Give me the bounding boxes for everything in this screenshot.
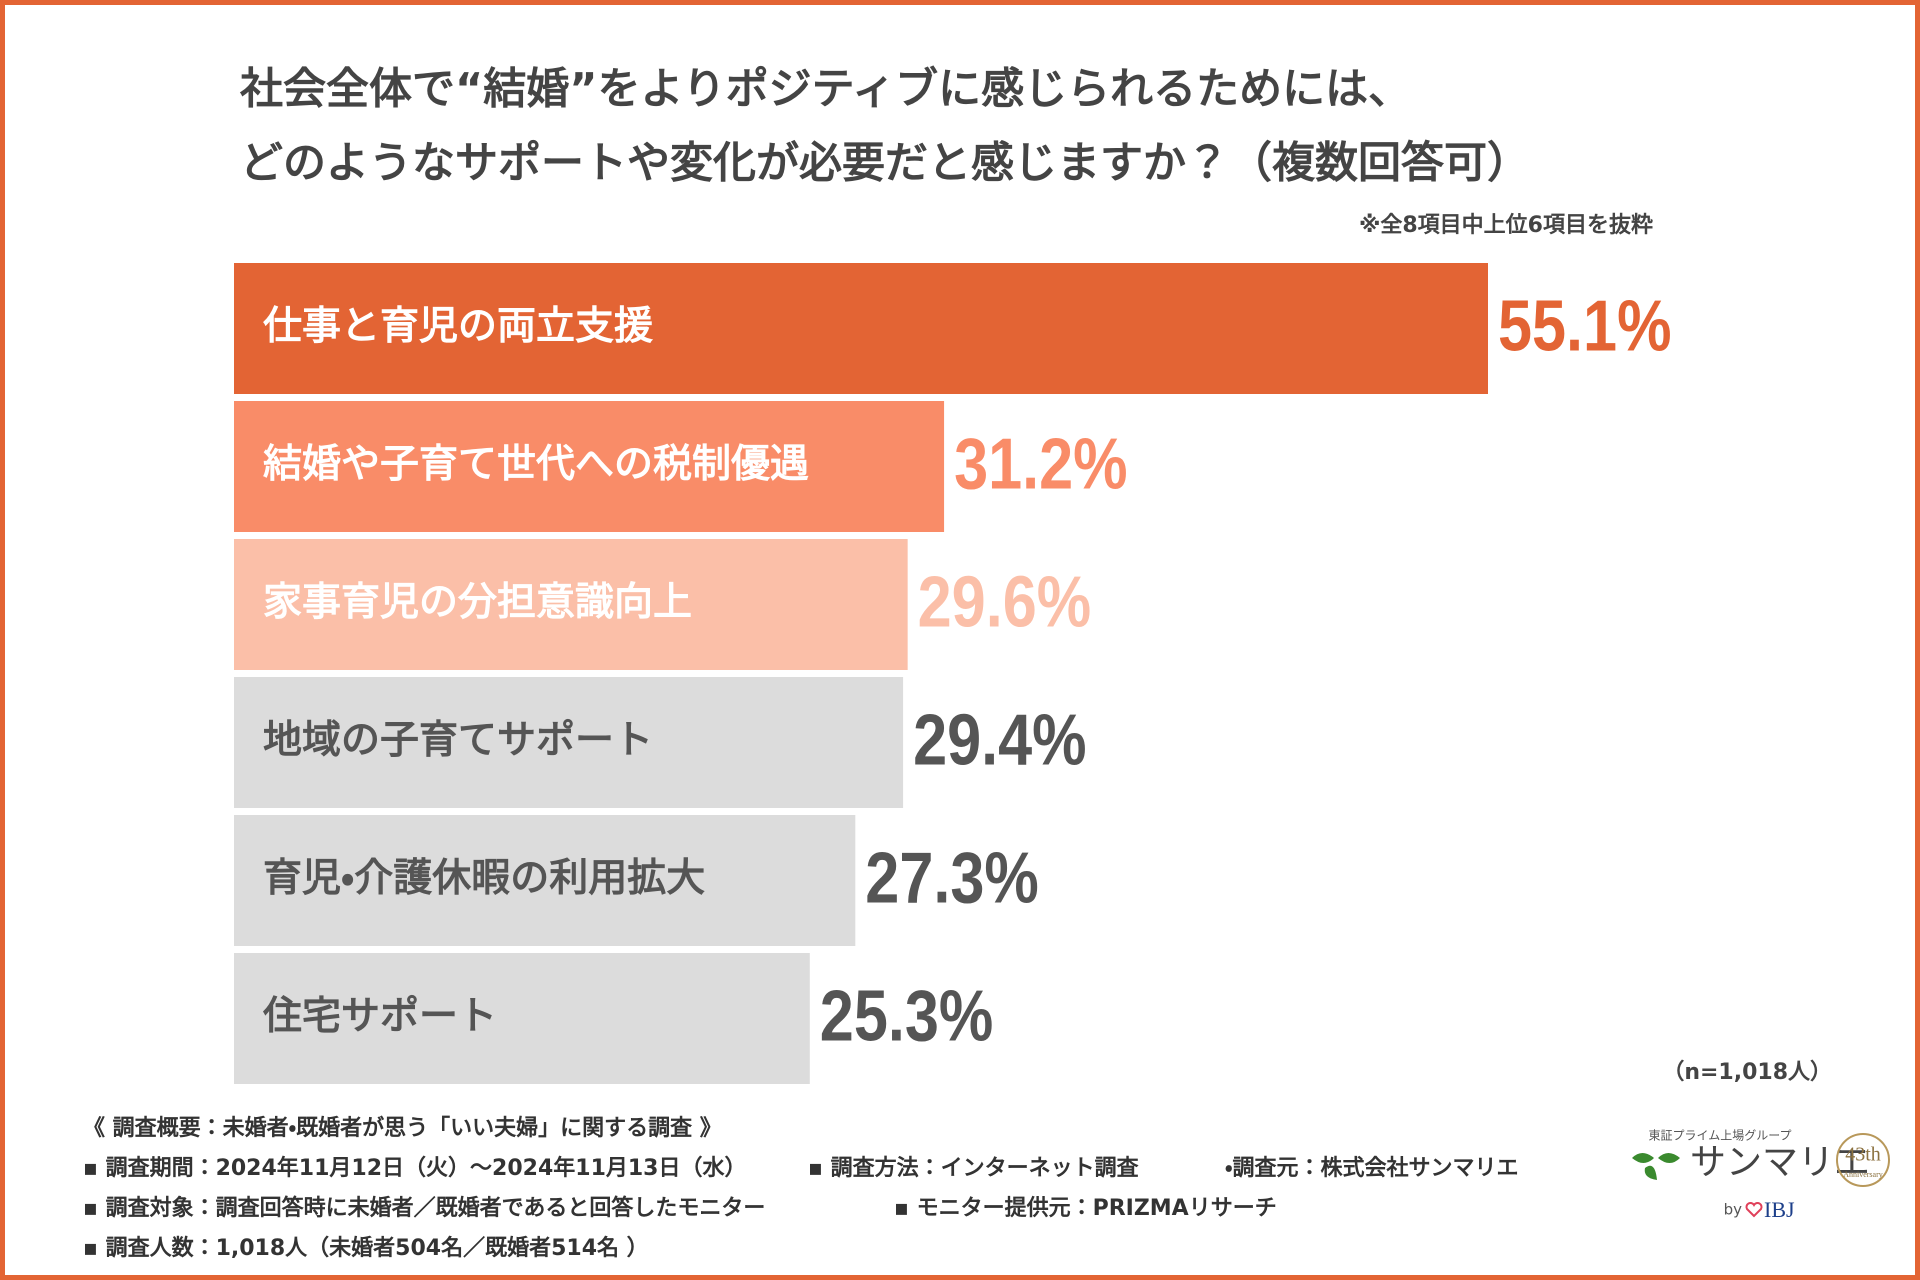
category-label: 住宅サポート — [262, 994, 497, 1039]
value-label: 25.3% — [820, 977, 993, 1057]
footer-text: ▪ 調査方法：インターネット調査 — [808, 1156, 1139, 1181]
chart-title: どのようなサポートや変化が必要だと感じますか？（複数回答可） — [240, 139, 1530, 189]
bar — [234, 815, 856, 946]
logo-partner: IBJ — [1764, 1197, 1795, 1222]
bar — [234, 539, 908, 670]
category-label: 育児・介護休暇の利用拡大 — [263, 856, 705, 901]
value-label: 27.3% — [865, 839, 1038, 919]
category-label: 仕事と育児の両立支援 — [263, 304, 654, 349]
category-label: 地域の子育てサポート — [263, 718, 653, 763]
bar — [234, 677, 904, 808]
value-label: 29.4% — [913, 701, 1086, 781]
value-label: 29.6% — [918, 563, 1091, 643]
footer-text: ▪ 調査期間：2024年11月12日（火）～2024年11月13日（水） — [83, 1156, 747, 1181]
badge — [1836, 1133, 1890, 1187]
logo-by: by — [1724, 1201, 1743, 1219]
footer-text: 《 調査概要：未婚者・既婚者が思う「いい夫婦」に関する調査 》 — [83, 1116, 722, 1141]
category-label: 家事育児の分担意識向上 — [263, 580, 692, 625]
category-label: 結婚や子育て世代への税制優遇 — [263, 442, 809, 487]
value-label: 55.1% — [1498, 287, 1671, 367]
logo: 東証プライム上場グループ サンマリエ 43th Anniversary by I… — [1632, 1129, 1890, 1222]
footer-text: ・調査元：株式会社サンマリエ — [1225, 1156, 1519, 1181]
note: ※全8項目中上位6項目を抜粋 — [1359, 212, 1653, 238]
badge-text: 43th — [1845, 1144, 1881, 1166]
bar — [234, 263, 1488, 394]
heart — [1745, 1202, 1763, 1218]
badge-sub: Anniversary — [1843, 1170, 1883, 1179]
logo-leaf — [1632, 1153, 1680, 1180]
chart-title: 社会全体で“結婚”をよりポジティブに感じられるためには、 — [239, 65, 1411, 115]
bar — [234, 953, 810, 1084]
logo-group: 東証プライム上場グループ — [1648, 1129, 1791, 1143]
sample-size: （n=1,018人） — [1662, 1060, 1832, 1085]
footer-text: ▪ 調査人数：1,018人（未婚者504名／既婚者514名 ） — [83, 1236, 649, 1261]
bar — [234, 401, 945, 532]
footer-text: ▪ 調査対象：調査回答時に未婚者／既婚者であると回答したモニター — [83, 1196, 766, 1221]
value-label: 31.2% — [954, 425, 1127, 505]
footer-text: ▪ モニター提供元：PRIZMAリサーチ — [894, 1196, 1277, 1221]
